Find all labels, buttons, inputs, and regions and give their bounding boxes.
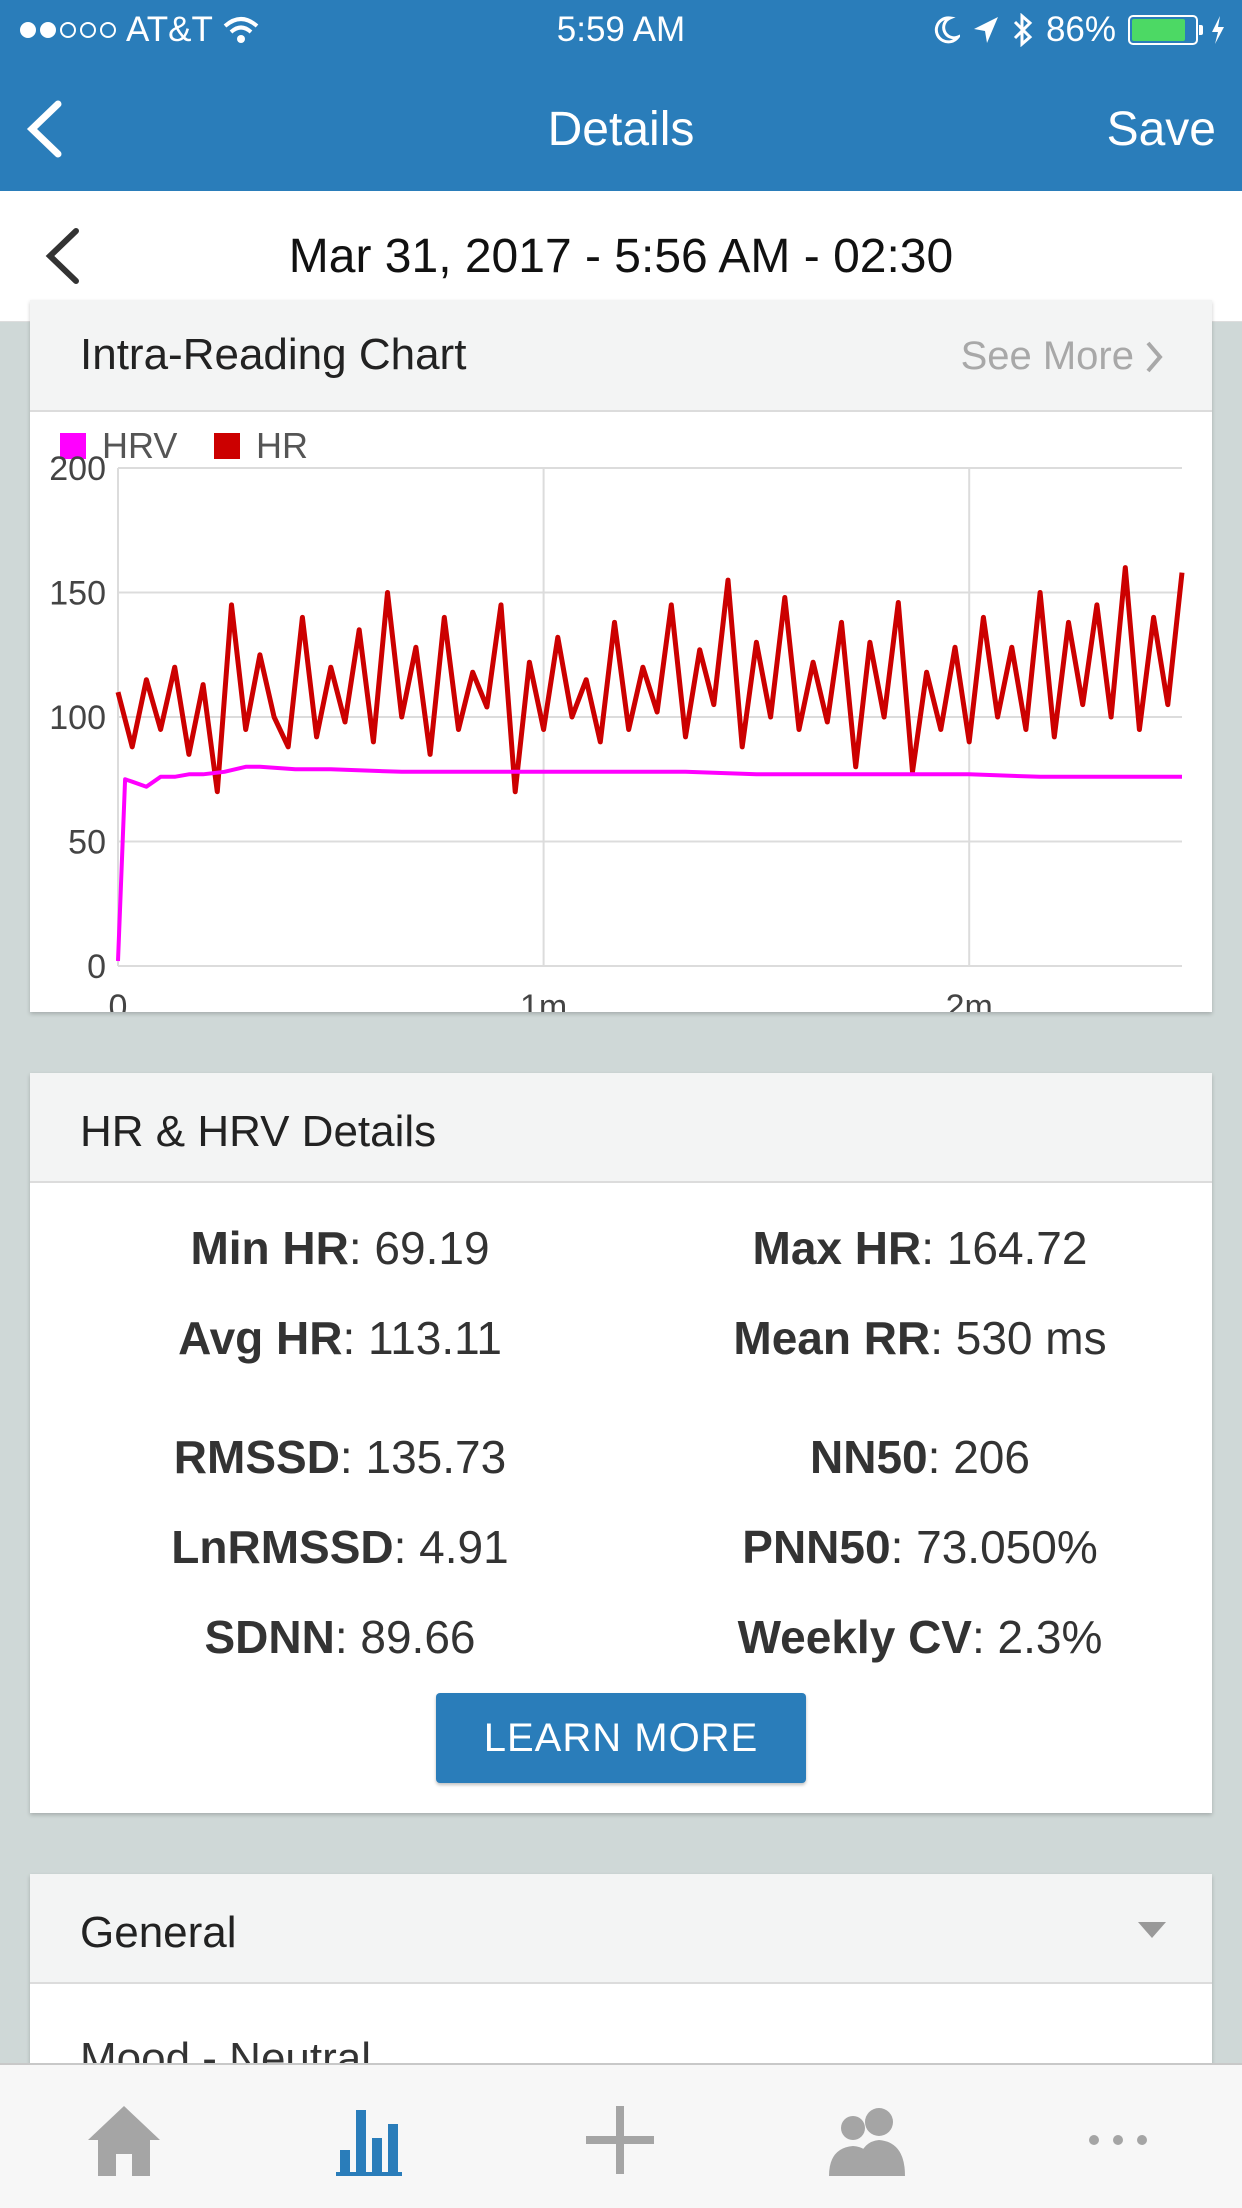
- stat-value: : 113.11: [342, 1312, 502, 1364]
- legend-swatch-hr: [214, 433, 240, 459]
- x-tick-label: 2m: [946, 988, 993, 1012]
- details-card-header: HR & HRV Details: [30, 1073, 1212, 1183]
- y-tick-label: 150: [49, 575, 106, 613]
- stat-sdnn: SDNN: 89.66: [60, 1610, 620, 1664]
- stat-weekly-cv: Weekly CV: 2.3%: [640, 1610, 1200, 1664]
- tab-add[interactable]: [570, 2100, 670, 2180]
- x-tick-label: 0: [109, 988, 128, 1012]
- stat-lnrmssd: LnRMSSD: 4.91: [60, 1520, 620, 1574]
- y-tick-label: 50: [68, 824, 106, 862]
- learn-more-button[interactable]: LEARN MORE: [436, 1693, 806, 1783]
- more-icon: [1089, 2135, 1147, 2145]
- stat-label: NN50: [810, 1431, 928, 1483]
- intra-reading-chart-card: Intra-Reading Chart See More HRV HR 0 50 100…: [30, 300, 1212, 1012]
- tab-bar: [0, 2063, 1242, 2208]
- legend-label-hrv: HRV: [102, 425, 177, 466]
- carrier-label: AT&T: [126, 10, 213, 49]
- moon-icon: [934, 16, 960, 44]
- stat-value: : 69.19: [348, 1222, 490, 1274]
- battery-percent: 86%: [1045, 10, 1116, 49]
- stat-label: SDNN: [204, 1611, 335, 1663]
- chart-card-title: Intra-Reading Chart: [80, 330, 467, 379]
- legend-label-hr: HR: [256, 425, 308, 466]
- stat-value: : 530 ms: [930, 1312, 1107, 1364]
- chevron-right-icon: [1146, 341, 1163, 372]
- stat-value: : 4.91: [393, 1521, 509, 1573]
- caret-down-icon[interactable]: [1138, 1922, 1166, 1938]
- stat-rmssd: RMSSD: 135.73: [60, 1430, 620, 1484]
- status-time: 5:59 AM: [556, 10, 686, 49]
- stat-nn50: NN50: 206: [640, 1430, 1200, 1484]
- stat-value: : 206: [927, 1431, 1030, 1483]
- reading-date-label: Mar 31, 2017 - 5:56 AM - 02:30: [288, 230, 954, 283]
- tab-charts[interactable]: [322, 2100, 422, 2180]
- stat-avg-hr: Avg HR: 113.11: [60, 1311, 620, 1365]
- page-title: Details: [547, 103, 695, 156]
- home-icon: [88, 2106, 160, 2176]
- series-line-hr: [115, 565, 1185, 795]
- general-card-header[interactable]: General: [30, 1874, 1212, 1984]
- see-more-link[interactable]: See More: [961, 334, 1164, 379]
- general-card-title: General: [80, 1908, 237, 1957]
- y-tick-label: 200: [49, 450, 106, 488]
- plus-icon: [586, 2106, 654, 2174]
- wifi-icon: [223, 17, 259, 43]
- tab-home[interactable]: [74, 2100, 174, 2180]
- battery-icon: [1128, 15, 1203, 45]
- legend-swatch-hrv: [60, 433, 86, 459]
- stat-label: Mean RR: [733, 1312, 931, 1364]
- hr-hrv-details-card: HR & HRV Details Min HR: 69.19 Max HR: 1…: [30, 1073, 1212, 1813]
- chart-card-header: Intra-Reading Chart See More: [30, 300, 1212, 412]
- general-card: General Mood - Neutral: [30, 1874, 1212, 2074]
- tab-more[interactable]: [1068, 2100, 1168, 2180]
- intra-reading-chart: HRV HR 0 50 100 150 200 0 1m 2m: [49, 425, 1185, 1012]
- back-icon[interactable]: [18, 94, 78, 164]
- series-line-hrv: [116, 764, 1182, 962]
- stat-pnn50: PNN50: 73.050%: [640, 1520, 1200, 1574]
- stat-value: : 135.73: [339, 1431, 507, 1483]
- stat-label: LnRMSSD: [171, 1521, 394, 1573]
- bluetooth-icon: [1013, 13, 1033, 47]
- stat-label: PNN50: [742, 1521, 891, 1573]
- stat-value: : 73.050%: [890, 1521, 1098, 1573]
- people-icon: [829, 2108, 905, 2176]
- save-button[interactable]: Save: [1106, 103, 1216, 156]
- signal-dots-icon: [20, 22, 116, 38]
- nav-bar: Details Save: [0, 70, 1242, 190]
- stat-label: Max HR: [752, 1222, 922, 1274]
- x-tick-label: 1m: [520, 988, 567, 1012]
- see-more-label: See More: [960, 334, 1134, 378]
- top-bar: AT&T 5:59 AM 86%: [0, 0, 1242, 191]
- y-tick-label: 100: [49, 699, 106, 737]
- stat-min-hr: Min HR: 69.19: [60, 1221, 620, 1275]
- bar-chart-icon: [336, 2110, 402, 2176]
- stat-value: : 164.72: [921, 1222, 1088, 1274]
- stat-label: Min HR: [190, 1222, 349, 1274]
- stat-value: : 2.3%: [971, 1611, 1103, 1663]
- stat-label: Avg HR: [178, 1312, 343, 1364]
- previous-reading-chevron-icon[interactable]: [40, 221, 90, 291]
- stat-label: Weekly CV: [737, 1611, 972, 1663]
- status-bar: AT&T 5:59 AM 86%: [0, 0, 1242, 60]
- charging-icon: [1212, 16, 1224, 44]
- stat-mean-rr: Mean RR: 530 ms: [640, 1311, 1200, 1365]
- y-tick-label: 0: [87, 948, 106, 986]
- details-card-title: HR & HRV Details: [80, 1107, 437, 1156]
- tab-people[interactable]: [818, 2100, 918, 2180]
- location-icon: [973, 17, 998, 43]
- stat-max-hr: Max HR: 164.72: [640, 1221, 1200, 1275]
- stat-value: : 89.66: [334, 1611, 476, 1663]
- stat-label: RMSSD: [173, 1431, 340, 1483]
